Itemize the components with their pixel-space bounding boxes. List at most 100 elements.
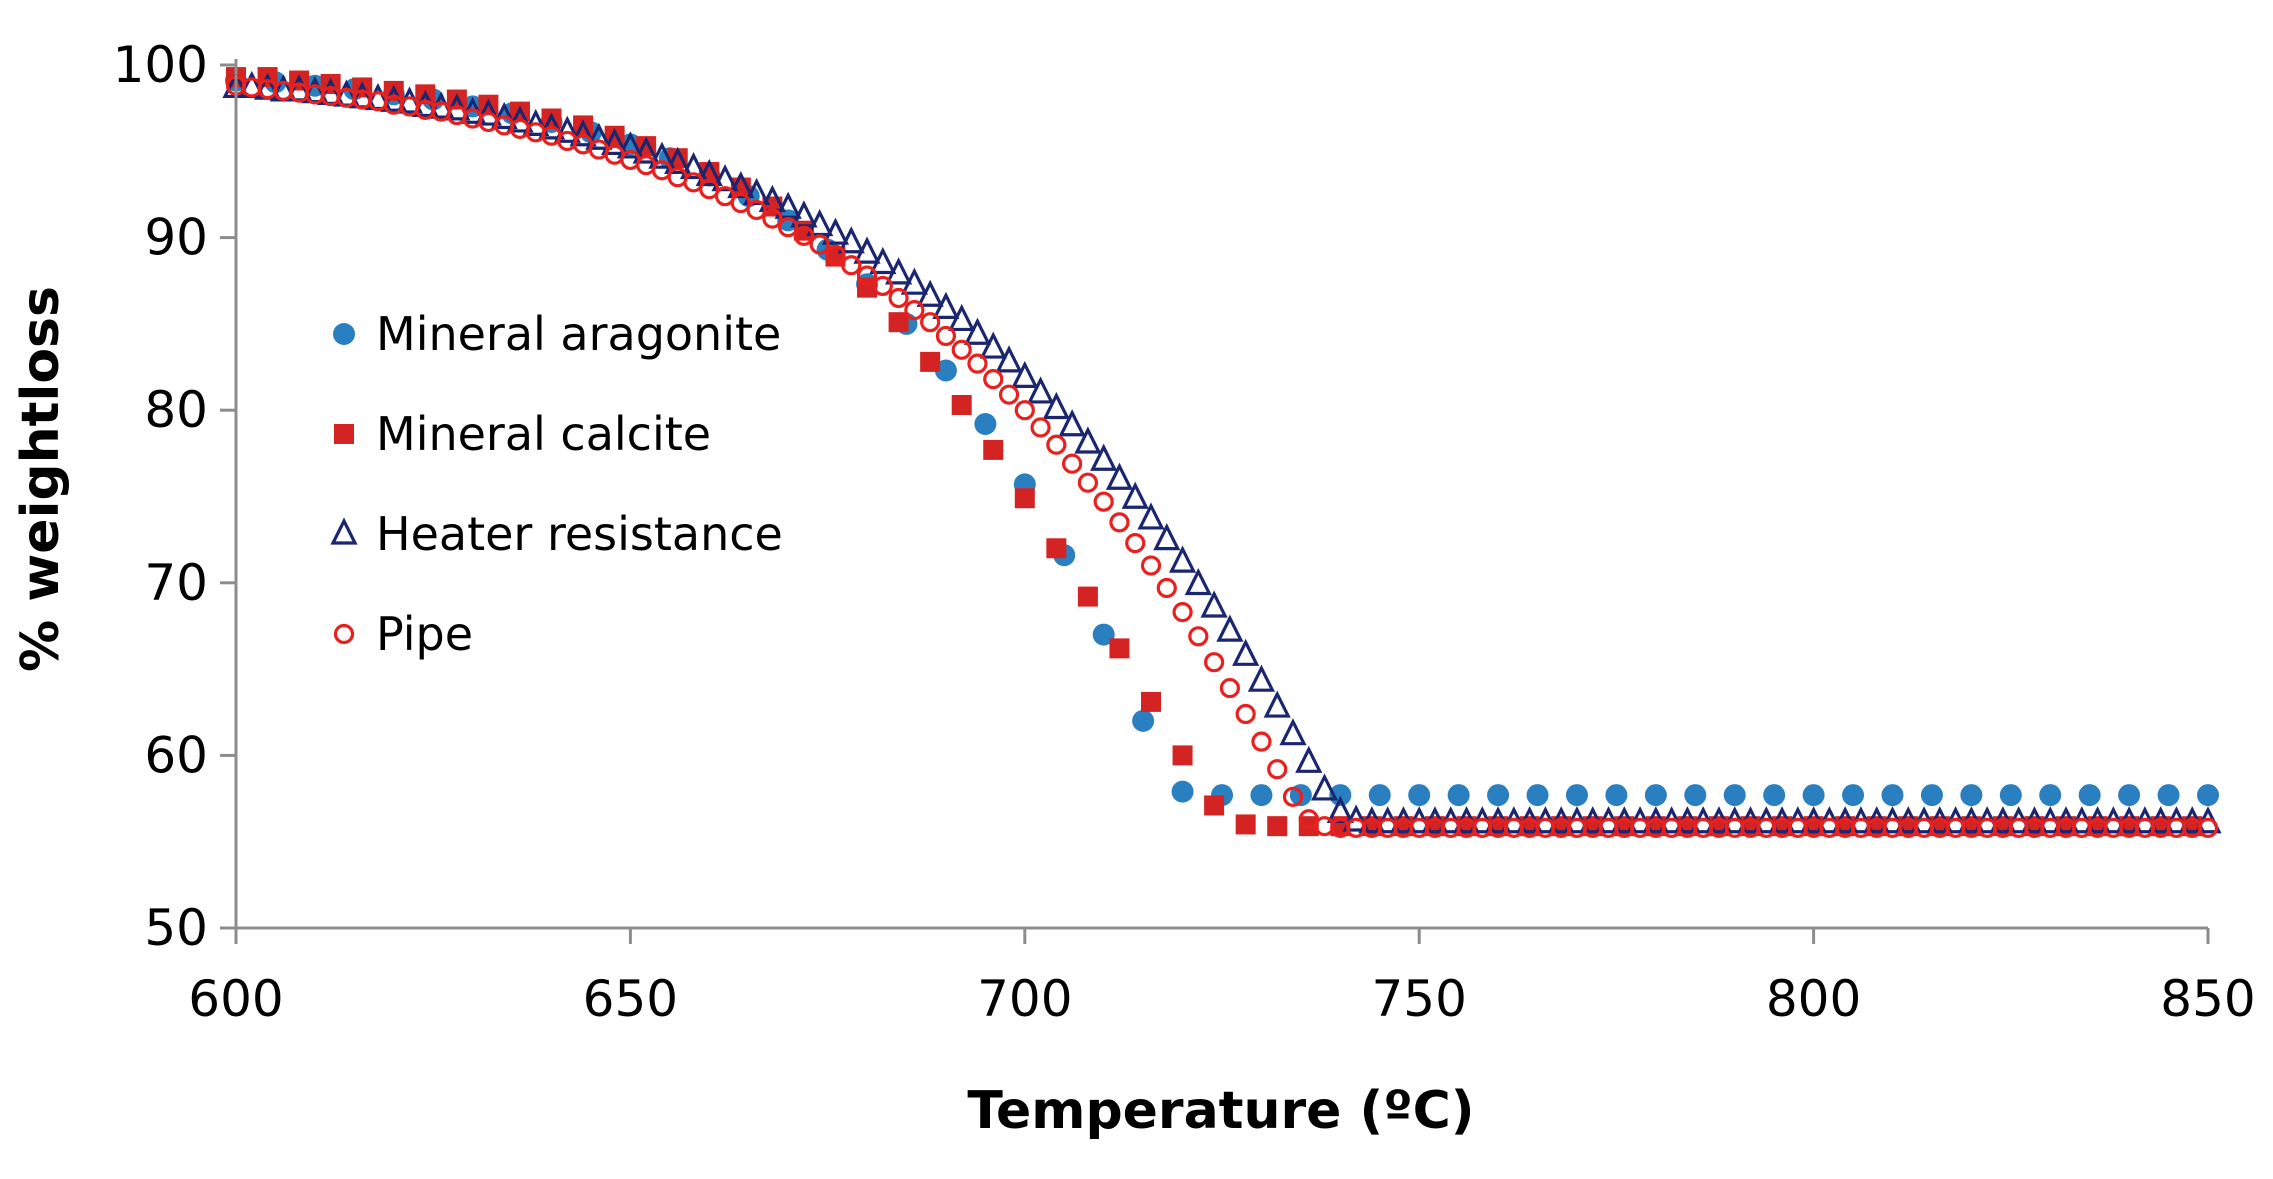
point-mineral-aragonite-36 — [1644, 784, 1667, 807]
point-mineral-aragonite-30 — [1408, 784, 1431, 807]
point-heater-resistance-24 — [601, 127, 629, 155]
point-mineral-aragonite-31 — [1447, 784, 1470, 807]
point-heater-resistance-38 — [821, 217, 850, 245]
point-mineral-calcite-23 — [951, 395, 972, 416]
point-pipe-125 — [2197, 817, 2219, 838]
point-pipe-63 — [1219, 677, 1240, 699]
point-heater-resistance-70 — [1326, 795, 1354, 823]
point-heater-resistance-19 — [522, 108, 550, 137]
legend-marker-pipe — [333, 623, 355, 645]
point-pipe-66 — [1267, 759, 1288, 780]
point-pipe-54 — [1077, 472, 1099, 493]
point-pipe-61 — [1188, 626, 1209, 647]
point-pipe-58 — [1140, 555, 1162, 576]
point-mineral-aragonite-18 — [934, 359, 957, 382]
point-heater-resistance-28 — [664, 146, 692, 174]
point-heater-resistance-16 — [474, 98, 503, 126]
point-mineral-aragonite-41 — [1842, 784, 1865, 807]
point-pipe-33 — [746, 199, 767, 221]
series-layer — [222, 67, 2222, 838]
point-pipe-47 — [967, 353, 988, 374]
point-mineral-aragonite-33 — [1526, 784, 1549, 807]
point-mineral-aragonite-35 — [1605, 784, 1628, 807]
x-axis-title: Temperature (ºC) — [967, 1081, 1474, 1141]
legend: Mineral aragonite Mineral calcite Heater r… — [330, 307, 783, 661]
point-mineral-calcite-33 — [1267, 816, 1288, 837]
point-pipe-43 — [904, 299, 925, 321]
point-heater-resistance-53 — [1058, 409, 1086, 437]
point-heater-resistance-54 — [1074, 426, 1102, 454]
point-pipe-35 — [778, 217, 799, 238]
point-heater-resistance-62 — [1200, 590, 1228, 618]
point-pipe-62 — [1204, 652, 1225, 673]
legend-marker-heater-resistance — [330, 517, 358, 545]
x-tick-label-600: 600 — [188, 970, 283, 1028]
point-heater-resistance-59 — [1153, 523, 1181, 551]
point-pipe-50 — [1014, 400, 1035, 421]
point-mineral-aragonite-46 — [2039, 784, 2062, 807]
point-mineral-aragonite-44 — [1960, 784, 1983, 807]
x-tick-label-850: 850 — [2160, 970, 2255, 1028]
point-heater-resistance-33 — [743, 177, 771, 206]
point-heater-resistance-69 — [1310, 773, 1339, 801]
y-tick-label-50: 50 — [144, 899, 208, 957]
point-pipe-49 — [998, 384, 1020, 405]
point-mineral-calcite-28 — [1109, 638, 1130, 659]
legend-label-mineral-calcite: Mineral calcite — [376, 407, 711, 461]
point-mineral-calcite-25 — [1014, 488, 1035, 509]
point-heater-resistance-26 — [632, 136, 660, 164]
point-mineral-aragonite-47 — [2078, 784, 2101, 807]
point-mineral-calcite-22 — [920, 351, 941, 372]
point-mineral-aragonite-40 — [1802, 784, 1825, 807]
y-tick-label-90: 90 — [144, 209, 208, 267]
point-mineral-calcite-27 — [1077, 586, 1098, 607]
point-heater-resistance-52 — [1042, 391, 1070, 420]
point-pipe-37 — [809, 234, 830, 255]
point-heater-resistance-49 — [995, 345, 1023, 373]
x-tick-label-800: 800 — [1766, 970, 1861, 1028]
point-heater-resistance-71 — [1342, 804, 1370, 832]
point-heater-resistance-56 — [1105, 462, 1134, 490]
point-pipe-48 — [983, 369, 1004, 390]
point-heater-resistance-68 — [1295, 745, 1323, 773]
axes-layer: 600 650 700 750 800 850 50 60 70 80 90 100 — [113, 36, 2256, 1028]
point-pipe-34 — [762, 208, 783, 229]
point-mineral-aragonite-43 — [1920, 784, 1943, 807]
point-heater-resistance-57 — [1121, 481, 1149, 509]
point-mineral-aragonite-19 — [974, 413, 997, 436]
y-tick-label-100: 100 — [113, 36, 208, 94]
point-pipe-44 — [920, 312, 941, 333]
x-tick-label-750: 750 — [1371, 970, 1466, 1028]
point-heater-resistance-21 — [553, 115, 581, 143]
point-pipe-53 — [1062, 453, 1083, 474]
legend-marker-mineral-aragonite — [333, 323, 355, 345]
point-heater-resistance-46 — [948, 303, 976, 332]
point-heater-resistance-29 — [679, 151, 708, 180]
x-tick-label-700: 700 — [977, 970, 1072, 1028]
point-mineral-aragonite-24 — [1171, 780, 1194, 803]
point-mineral-calcite-31 — [1204, 795, 1225, 816]
point-heater-resistance-50 — [1011, 360, 1039, 389]
point-mineral-calcite-30 — [1172, 745, 1193, 766]
point-pipe-41 — [872, 275, 893, 297]
point-heater-resistance-60 — [1168, 545, 1197, 573]
point-pipe-60 — [1172, 602, 1193, 623]
x-tick-label-650: 650 — [583, 970, 678, 1028]
point-mineral-calcite-21 — [888, 312, 909, 333]
point-mineral-aragonite-32 — [1487, 784, 1510, 807]
point-mineral-calcite-32 — [1235, 814, 1256, 835]
point-pipe-46 — [951, 339, 972, 360]
point-heater-resistance-43 — [900, 267, 928, 295]
point-heater-resistance-51 — [1026, 376, 1055, 404]
point-heater-resistance-31 — [711, 164, 739, 192]
legend-label-pipe: Pipe — [376, 607, 473, 661]
point-heater-resistance-41 — [869, 246, 897, 275]
point-heater-resistance-63 — [1216, 614, 1244, 642]
y-tick-label-60: 60 — [144, 726, 208, 784]
point-heater-resistance-47 — [963, 317, 992, 345]
point-heater-resistance-44 — [916, 279, 944, 307]
point-heater-resistance-25 — [616, 131, 644, 159]
point-heater-resistance-27 — [648, 141, 676, 169]
y-tick-label-80: 80 — [144, 381, 208, 439]
